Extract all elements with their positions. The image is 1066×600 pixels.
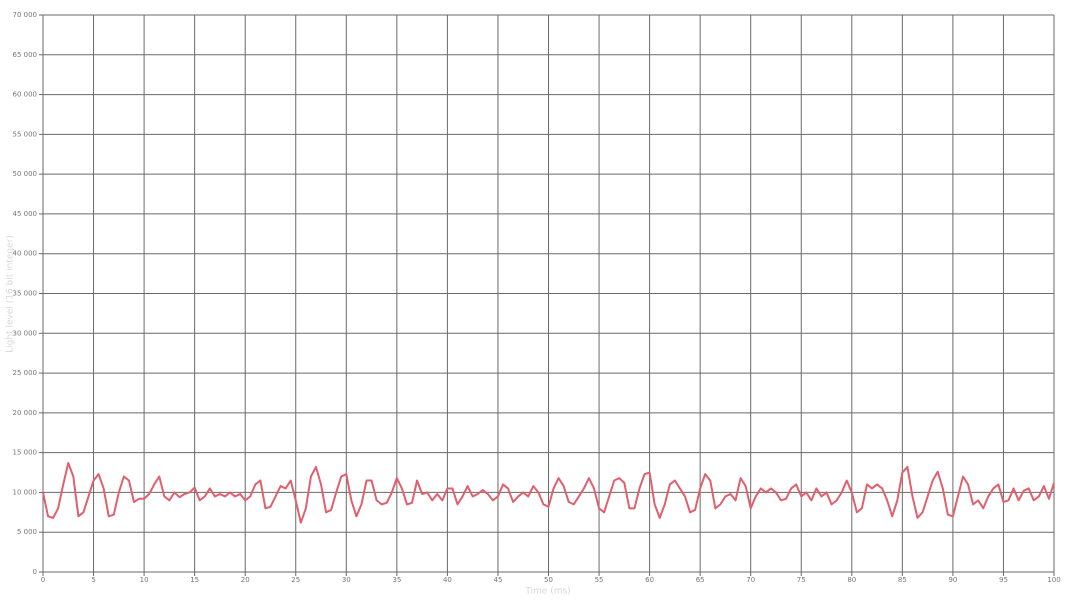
x-axis-title: Time (ms) (524, 587, 570, 597)
y-tick-label: 55 000 (13, 130, 38, 138)
x-tick-label: 90 (948, 576, 957, 584)
x-tick-label: 10 (140, 576, 149, 584)
y-tick-label: 15 000 (13, 449, 38, 457)
x-tick-label: 95 (999, 576, 1008, 584)
y-tick-label: 25 000 (13, 369, 38, 377)
y-tick-label: 30 000 (13, 329, 38, 337)
y-tick-label: 45 000 (13, 210, 38, 218)
x-tick-label: 30 (342, 576, 351, 584)
y-tick-label: 50 000 (13, 170, 38, 178)
x-tick-label: 65 (696, 576, 705, 584)
x-tick-label: 85 (898, 576, 907, 584)
y-axis-title: Light level (16 bit integer) (6, 235, 16, 353)
y-tick-label: 10 000 (13, 488, 38, 496)
y-tick-label: 40 000 (13, 250, 38, 258)
x-tick-label: 60 (645, 576, 654, 584)
y-tick-label: 5 000 (17, 528, 37, 536)
x-tick-label: 75 (797, 576, 806, 584)
y-tick-label: 35 000 (13, 290, 38, 298)
data-line (42, 461, 1055, 524)
y-tick-label: 70 000 (13, 11, 38, 19)
x-tick-label: 0 (41, 576, 45, 584)
x-tick-label: 15 (190, 576, 199, 584)
y-tick-label: 60 000 (13, 91, 38, 99)
y-tick-label: 20 000 (13, 409, 38, 417)
x-tick-label: 35 (392, 576, 401, 584)
x-tick-label: 45 (493, 576, 502, 584)
x-tick-label: 25 (291, 576, 300, 584)
x-tick-label: 80 (847, 576, 856, 584)
x-tick-label: 70 (746, 576, 755, 584)
x-tick-label: 100 (1047, 576, 1060, 584)
y-tick-label: 65 000 (13, 51, 38, 59)
x-tick-label: 5 (91, 576, 95, 584)
x-tick-label: 55 (595, 576, 604, 584)
x-tick-label: 40 (443, 576, 452, 584)
y-tick-label: 0 (33, 568, 37, 576)
x-tick-label: 20 (241, 576, 250, 584)
x-tick-label: 50 (544, 576, 553, 584)
